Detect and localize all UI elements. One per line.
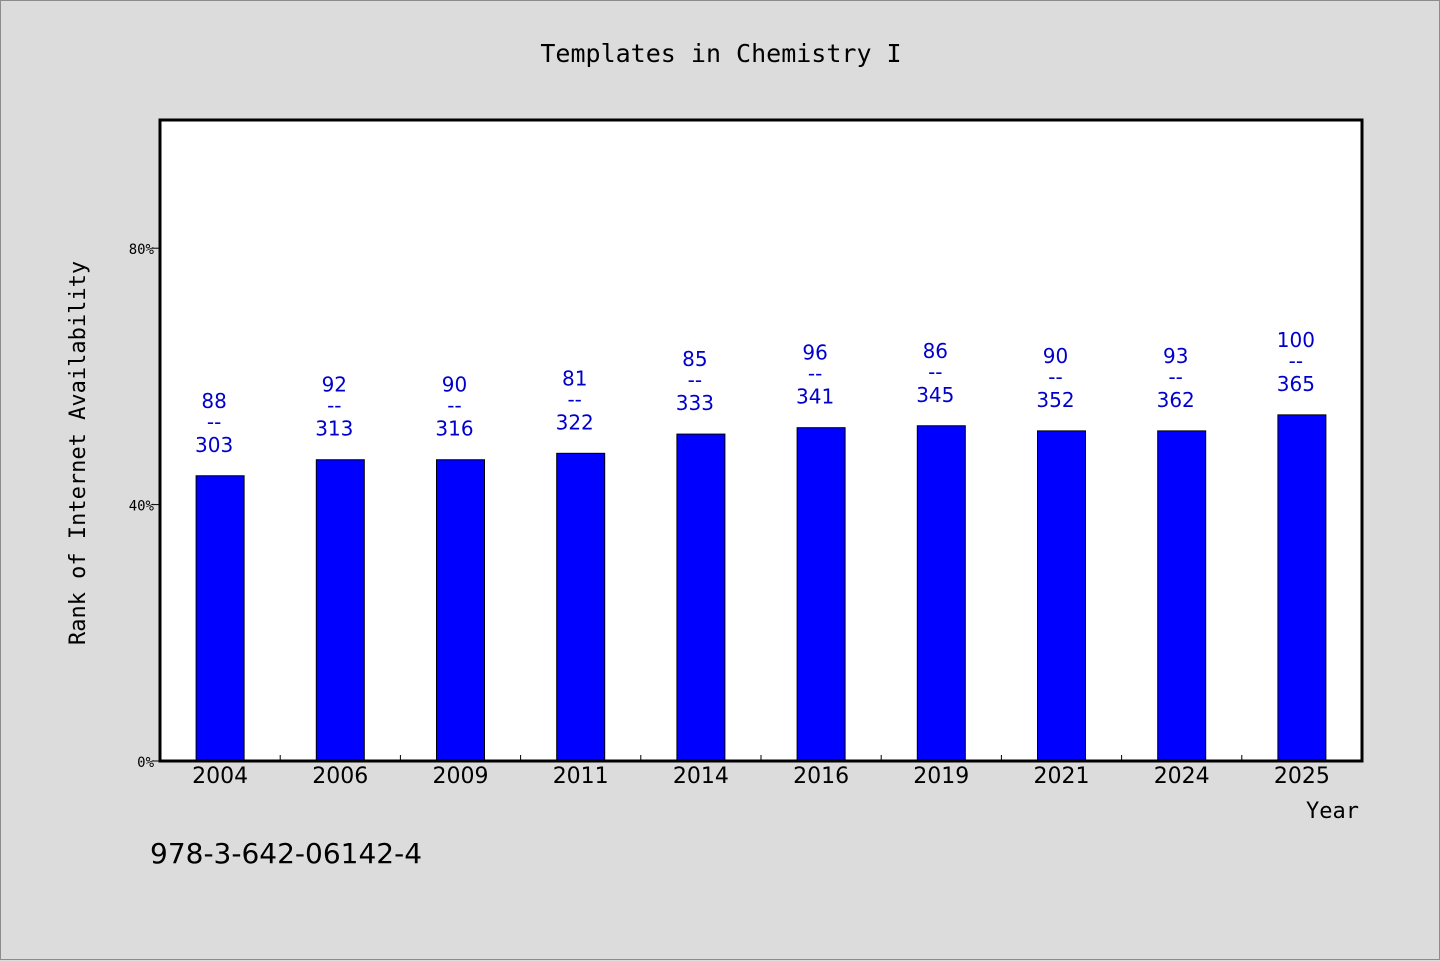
- x-tick-label-2021: 2021: [1034, 764, 1090, 789]
- data-label-bottom-2011: 322: [556, 410, 594, 434]
- x-axis-ticks: 2004 2006 2009 2011 2014 2016 2019 2021 2024 2025: [192, 755, 1330, 789]
- data-label-separator-2016: --: [808, 362, 822, 386]
- bar-2006: [315, 459, 365, 762]
- data-label-bottom-2025: 365: [1277, 372, 1315, 396]
- data-label-bottom-2024: 362: [1157, 388, 1195, 412]
- chart-title: Templates in Chemistry I: [540, 39, 901, 68]
- data-label-bottom-2014: 333: [676, 391, 714, 415]
- x-tick-label-2014: 2014: [673, 764, 729, 789]
- data-label-top-2009: 90: [442, 373, 467, 397]
- data-label-bottom-2019: 345: [916, 383, 954, 407]
- isbn-footer: 978-3-642-06142-4: [150, 837, 422, 870]
- data-label-top-2004: 88: [201, 389, 226, 413]
- data-label-bottom-2021: 352: [1036, 388, 1074, 412]
- y-tick-label-40: 40%: [129, 499, 155, 515]
- bar-2009: [436, 459, 485, 762]
- x-tick-label-2025: 2025: [1274, 764, 1330, 789]
- x-tick-label-2006: 2006: [312, 764, 368, 789]
- data-label-separator-2024: --: [1168, 365, 1182, 389]
- data-label-bottom-2016: 341: [796, 385, 834, 409]
- bar-2024: [1157, 430, 1207, 762]
- bar-2014: [676, 433, 726, 762]
- data-label-separator-2019: --: [928, 360, 942, 384]
- data-label-top-2016: 96: [802, 341, 827, 365]
- data-label-bottom-2009: 316: [435, 417, 473, 441]
- data-label-top-2011: 81: [562, 366, 587, 390]
- x-tick-label-2019: 2019: [913, 764, 969, 789]
- data-label-top-2024: 93: [1163, 344, 1188, 368]
- data-label-separator-2004: --: [207, 410, 221, 434]
- data-label-top-2014: 85: [682, 347, 707, 371]
- bar-2025: [1277, 414, 1327, 762]
- bar-2016: [796, 427, 846, 762]
- bar-2011: [556, 452, 606, 762]
- y-axis-ticks: 0% 40% 80%: [129, 242, 160, 771]
- x-tick-label-2004: 2004: [192, 764, 248, 789]
- data-label-separator-2011: --: [567, 387, 581, 411]
- data-label-bottom-2004: 303: [195, 433, 233, 457]
- x-tick-label-2011: 2011: [553, 764, 609, 789]
- data-label-top-2019: 86: [923, 339, 948, 363]
- x-axis-label: Year: [1306, 799, 1359, 824]
- bar-2021: [1037, 430, 1086, 762]
- data-label-separator-2021: --: [1048, 365, 1062, 389]
- data-label-separator-2014: --: [688, 368, 702, 392]
- y-axis-label: Rank of Internet Availability: [66, 261, 91, 645]
- data-label-bottom-2006: 313: [315, 417, 353, 441]
- data-label-separator-2006: --: [327, 394, 341, 418]
- data-label-separator-2025: --: [1289, 349, 1303, 373]
- data-label-separator-2009: --: [447, 394, 461, 418]
- bars-group: [195, 414, 1327, 762]
- x-tick-label-2024: 2024: [1154, 764, 1210, 789]
- data-labels-group: 88--30392--31390--31681--32285--33396--3…: [195, 328, 1315, 457]
- y-tick-label-80: 80%: [129, 242, 155, 258]
- data-label-top-2006: 92: [322, 373, 347, 397]
- data-label-top-2025: 100: [1277, 328, 1315, 352]
- bar-2019: [916, 425, 966, 762]
- x-tick-label-2009: 2009: [433, 764, 489, 789]
- y-tick-label-0: 0%: [137, 755, 154, 771]
- x-tick-label-2016: 2016: [793, 764, 849, 789]
- bar-2004: [195, 475, 245, 762]
- data-label-top-2021: 90: [1043, 344, 1068, 368]
